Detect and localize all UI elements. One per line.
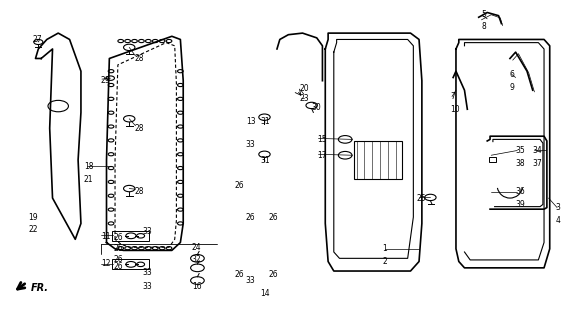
Text: 28: 28 bbox=[135, 187, 144, 196]
Text: 26: 26 bbox=[268, 270, 278, 279]
Text: 36: 36 bbox=[516, 187, 525, 196]
Text: 15: 15 bbox=[317, 135, 327, 144]
Text: 3: 3 bbox=[556, 203, 560, 212]
Text: 6: 6 bbox=[510, 70, 515, 79]
Bar bbox=[489, 157, 496, 162]
Text: 25: 25 bbox=[416, 194, 426, 203]
Text: 11: 11 bbox=[101, 232, 110, 241]
Text: 26: 26 bbox=[234, 181, 244, 190]
Text: 33: 33 bbox=[246, 140, 255, 148]
Text: 13: 13 bbox=[246, 117, 255, 126]
Text: 8: 8 bbox=[481, 22, 486, 31]
Text: 38: 38 bbox=[516, 159, 525, 168]
Text: 1: 1 bbox=[382, 244, 387, 253]
Text: 9: 9 bbox=[510, 83, 515, 92]
Text: 23: 23 bbox=[300, 94, 309, 103]
Text: 29: 29 bbox=[101, 76, 110, 85]
Text: 19: 19 bbox=[29, 212, 38, 222]
Text: 33: 33 bbox=[142, 282, 152, 292]
Text: 27: 27 bbox=[33, 35, 42, 44]
Text: 31: 31 bbox=[260, 117, 270, 126]
Text: 28: 28 bbox=[135, 124, 144, 133]
Bar bbox=[112, 231, 149, 241]
Text: 21: 21 bbox=[84, 174, 93, 184]
Text: 26: 26 bbox=[234, 270, 244, 279]
Text: 26: 26 bbox=[114, 233, 123, 242]
Text: 33: 33 bbox=[246, 276, 255, 285]
Text: 26: 26 bbox=[114, 244, 123, 253]
Text: 24: 24 bbox=[192, 243, 202, 252]
Text: 31: 31 bbox=[260, 156, 270, 164]
Text: 35: 35 bbox=[516, 146, 525, 155]
Text: 16: 16 bbox=[192, 282, 202, 292]
Text: 30: 30 bbox=[311, 103, 321, 112]
Text: 17: 17 bbox=[317, 151, 327, 160]
Text: 20: 20 bbox=[300, 84, 309, 93]
Text: 7: 7 bbox=[451, 92, 455, 101]
Bar bbox=[353, 141, 402, 179]
Text: 22: 22 bbox=[29, 225, 38, 234]
Text: 10: 10 bbox=[451, 105, 460, 114]
Text: 26: 26 bbox=[114, 255, 123, 264]
Text: 26: 26 bbox=[268, 212, 278, 222]
Text: 26: 26 bbox=[114, 262, 123, 271]
Text: 26: 26 bbox=[246, 212, 255, 222]
Text: 4: 4 bbox=[556, 216, 560, 225]
Text: FR.: FR. bbox=[31, 284, 49, 293]
Text: 39: 39 bbox=[516, 200, 525, 209]
Text: 32: 32 bbox=[192, 255, 202, 264]
Text: 28: 28 bbox=[135, 54, 144, 63]
Text: 33: 33 bbox=[142, 268, 152, 277]
Text: 34: 34 bbox=[533, 146, 542, 155]
Bar bbox=[112, 259, 149, 269]
Text: 2: 2 bbox=[382, 257, 387, 266]
Text: 5: 5 bbox=[481, 10, 486, 19]
Text: 37: 37 bbox=[533, 159, 542, 168]
Text: 33: 33 bbox=[142, 227, 152, 236]
Text: 12: 12 bbox=[101, 259, 110, 268]
Text: 14: 14 bbox=[260, 289, 270, 298]
Text: 18: 18 bbox=[84, 162, 93, 171]
